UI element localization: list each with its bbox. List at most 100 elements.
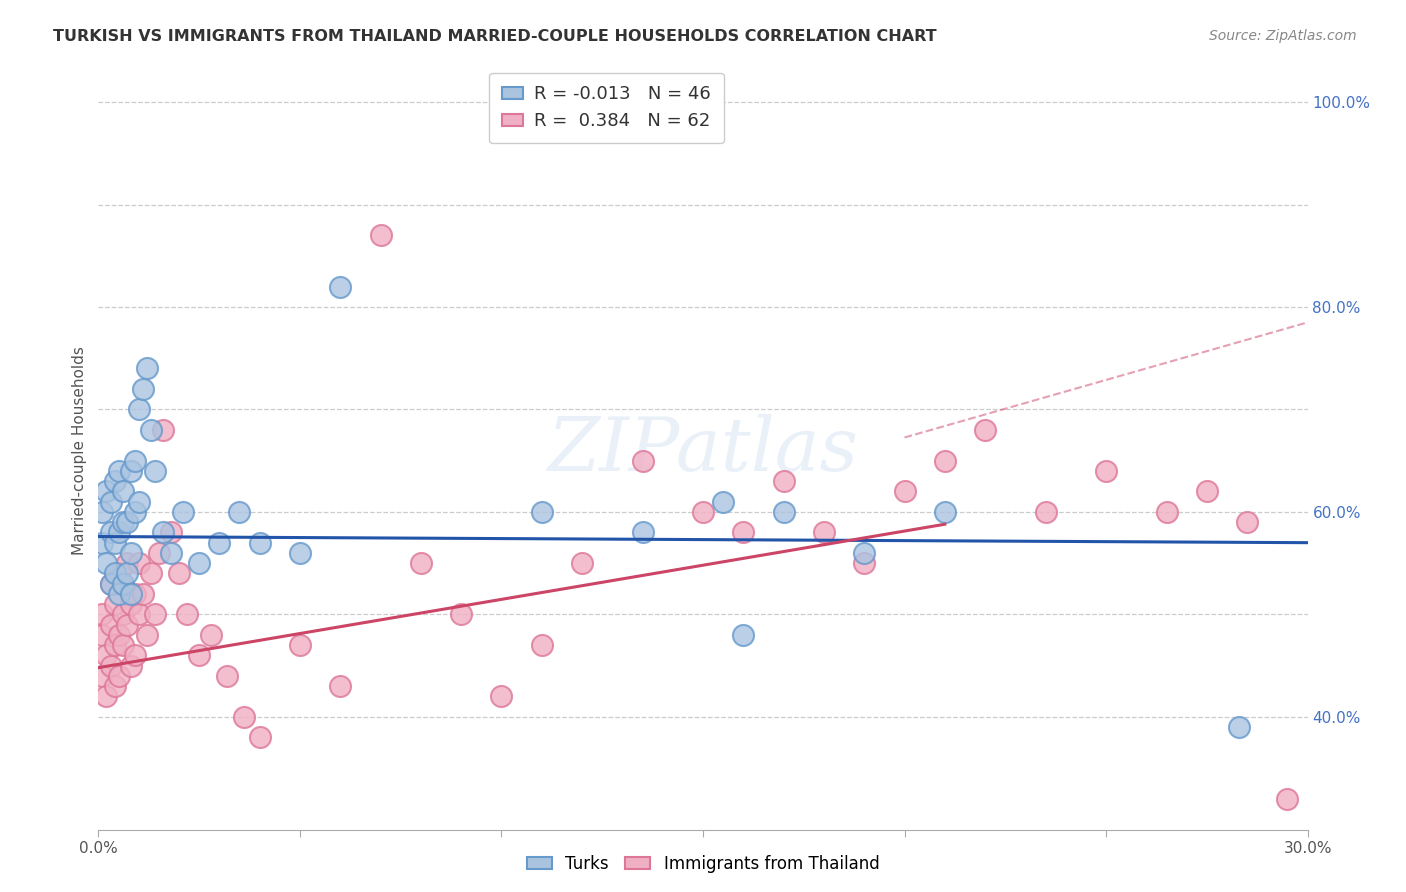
Point xyxy=(128,494,150,508)
Point xyxy=(200,628,222,642)
Point xyxy=(115,617,138,632)
Point xyxy=(128,556,150,570)
Point xyxy=(107,525,129,540)
Point xyxy=(111,576,134,591)
Point xyxy=(172,505,194,519)
Point xyxy=(111,607,134,622)
Point xyxy=(107,464,129,478)
Point xyxy=(111,576,134,591)
Point xyxy=(188,648,211,663)
Point xyxy=(107,587,129,601)
Point xyxy=(124,648,146,663)
Point xyxy=(139,566,162,581)
Point xyxy=(100,576,122,591)
Point xyxy=(107,566,129,581)
Point xyxy=(120,587,142,601)
Point xyxy=(120,464,142,478)
Point xyxy=(450,607,472,622)
Point xyxy=(934,505,956,519)
Point xyxy=(143,464,166,478)
Point xyxy=(132,382,155,396)
Point xyxy=(1095,464,1118,478)
Point xyxy=(120,658,142,673)
Point xyxy=(1227,720,1250,734)
Point xyxy=(228,505,250,519)
Point xyxy=(124,587,146,601)
Point xyxy=(1277,792,1299,806)
Text: ZIPatlas: ZIPatlas xyxy=(547,414,859,487)
Point xyxy=(692,505,714,519)
Point xyxy=(530,638,553,652)
Point xyxy=(631,453,654,467)
Point xyxy=(111,515,134,529)
Point xyxy=(107,669,129,683)
Point xyxy=(103,597,125,611)
Point xyxy=(107,628,129,642)
Point xyxy=(100,576,122,591)
Point xyxy=(176,607,198,622)
Point xyxy=(103,566,125,581)
Point xyxy=(160,546,183,560)
Point xyxy=(934,453,956,467)
Point xyxy=(115,556,138,570)
Point xyxy=(96,690,118,704)
Point xyxy=(370,228,392,243)
Point xyxy=(96,556,118,570)
Point xyxy=(100,525,122,540)
Point xyxy=(288,546,311,560)
Point xyxy=(249,535,271,549)
Point xyxy=(143,607,166,622)
Point xyxy=(103,474,125,488)
Point xyxy=(631,525,654,540)
Point xyxy=(853,556,876,570)
Point xyxy=(530,505,553,519)
Point xyxy=(103,535,125,549)
Y-axis label: Married-couple Households: Married-couple Households xyxy=(72,346,87,555)
Point xyxy=(103,638,125,652)
Point xyxy=(91,505,114,519)
Legend: R = -0.013   N = 46, R =  0.384   N = 62: R = -0.013 N = 46, R = 0.384 N = 62 xyxy=(489,73,724,143)
Point xyxy=(491,690,513,704)
Point xyxy=(135,361,157,376)
Point xyxy=(711,494,734,508)
Point xyxy=(249,731,271,745)
Point xyxy=(100,658,122,673)
Point xyxy=(103,679,125,693)
Point xyxy=(91,607,114,622)
Point xyxy=(139,423,162,437)
Text: Source: ZipAtlas.com: Source: ZipAtlas.com xyxy=(1209,29,1357,43)
Point xyxy=(111,638,134,652)
Point xyxy=(100,494,122,508)
Point xyxy=(288,638,311,652)
Point xyxy=(124,505,146,519)
Point xyxy=(91,535,114,549)
Point xyxy=(853,546,876,560)
Point xyxy=(135,628,157,642)
Point xyxy=(772,505,794,519)
Point xyxy=(152,423,174,437)
Point xyxy=(733,628,755,642)
Legend: Turks, Immigrants from Thailand: Turks, Immigrants from Thailand xyxy=(520,848,886,880)
Point xyxy=(91,669,114,683)
Point xyxy=(167,566,190,581)
Point xyxy=(91,628,114,642)
Point xyxy=(1195,484,1218,499)
Point xyxy=(571,556,593,570)
Point xyxy=(120,597,142,611)
Point xyxy=(813,525,835,540)
Point xyxy=(208,535,231,549)
Point xyxy=(96,648,118,663)
Point xyxy=(111,484,134,499)
Point xyxy=(1236,515,1258,529)
Point xyxy=(124,453,146,467)
Text: TURKISH VS IMMIGRANTS FROM THAILAND MARRIED-COUPLE HOUSEHOLDS CORRELATION CHART: TURKISH VS IMMIGRANTS FROM THAILAND MARR… xyxy=(53,29,936,44)
Point xyxy=(152,525,174,540)
Point xyxy=(120,546,142,560)
Point xyxy=(96,484,118,499)
Point xyxy=(232,710,254,724)
Point xyxy=(409,556,432,570)
Point xyxy=(128,402,150,417)
Point xyxy=(100,617,122,632)
Point xyxy=(115,566,138,581)
Point xyxy=(772,474,794,488)
